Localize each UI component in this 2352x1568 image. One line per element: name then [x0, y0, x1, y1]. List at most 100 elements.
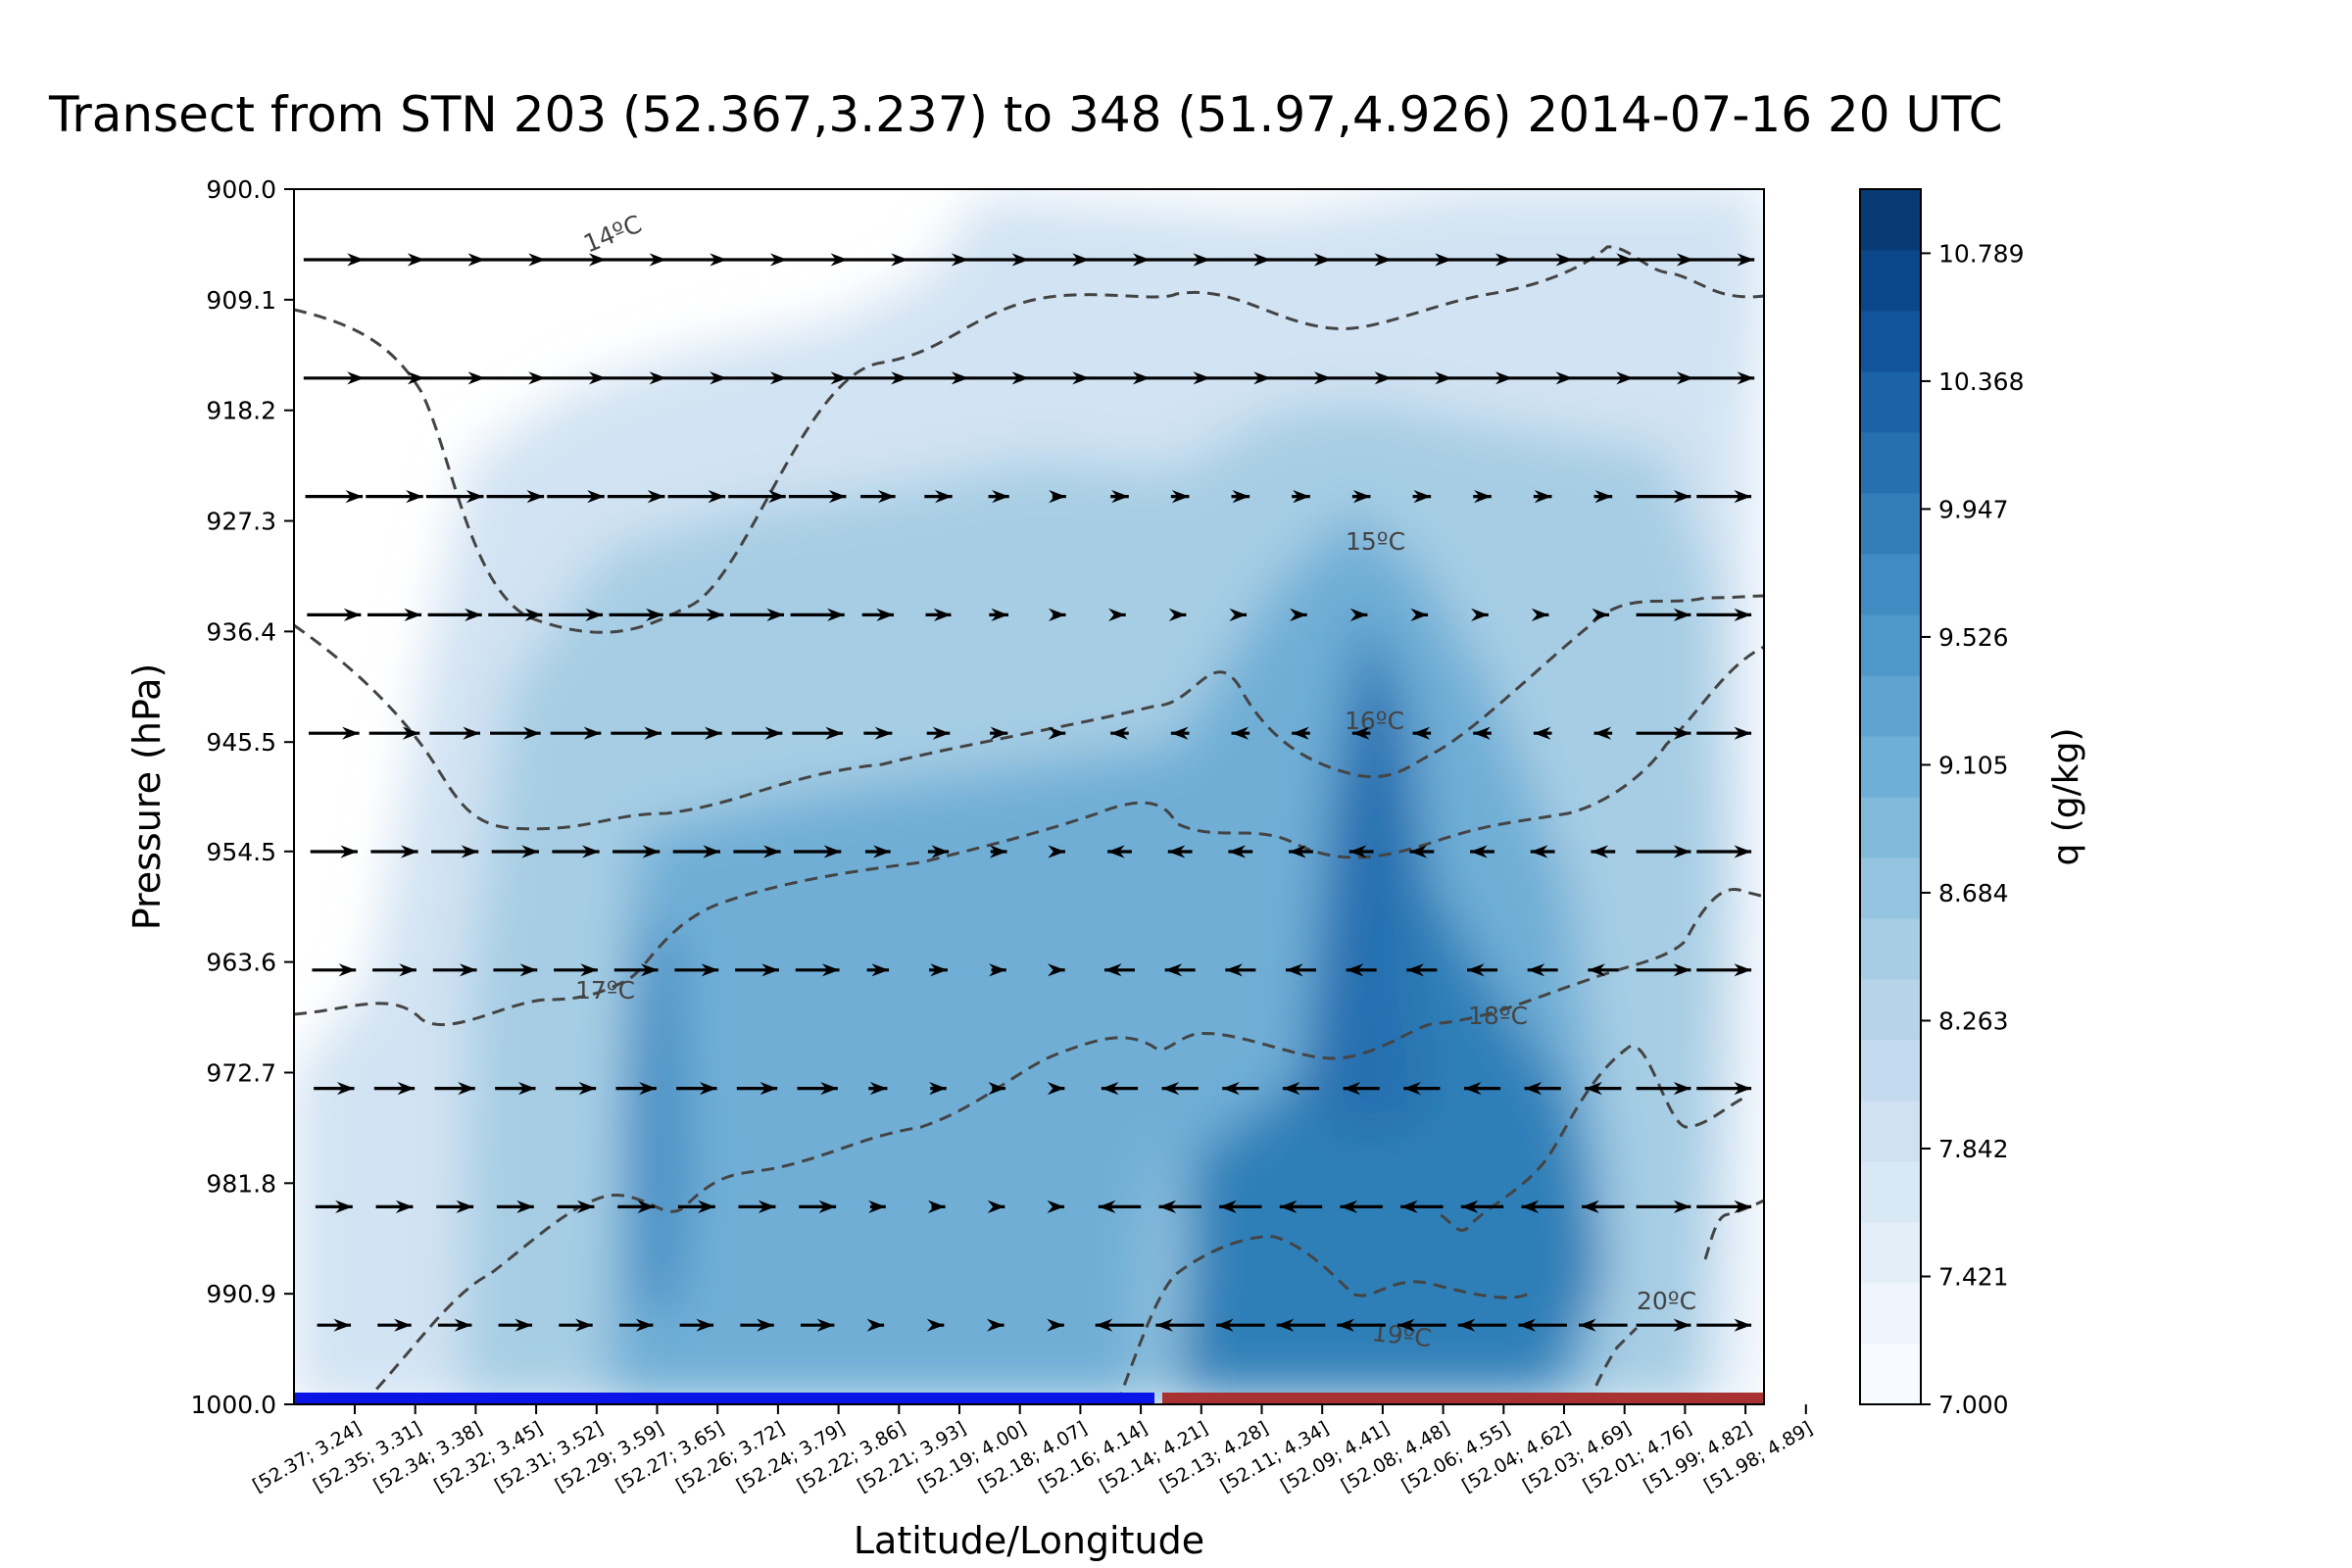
- wind-arrow-head: [395, 1200, 414, 1213]
- wind-arrow-head: [866, 1318, 885, 1332]
- wind-arrow-head: [407, 371, 425, 385]
- wind-arrow-head: [1011, 371, 1030, 385]
- wind-arrow-head: [454, 1318, 472, 1332]
- wind-arrow-head: [524, 608, 543, 621]
- colorbar-segment: [1860, 1283, 1921, 1345]
- wind-arrow-head: [517, 1082, 536, 1096]
- wind-arrow-head: [1101, 1082, 1119, 1096]
- wind-arrow-head: [830, 253, 849, 267]
- colorbar-segment: [1860, 432, 1921, 494]
- colorbar-tick-label: 10.789: [1938, 239, 2024, 268]
- wind-arrow-head: [345, 490, 364, 504]
- isotherm-18-line: [1440, 1044, 1745, 1232]
- isotherm-east-edge-line: [1703, 1199, 1764, 1260]
- wind-arrow-head: [1734, 726, 1752, 740]
- wind-arrow-head: [340, 845, 358, 858]
- wind-arrow-head: [1168, 608, 1187, 621]
- wind-arrow-head: [1228, 845, 1247, 858]
- wind-arrow-head: [874, 726, 893, 740]
- colorbar-segment: [1860, 858, 1921, 919]
- y-tick-label: 945.5: [206, 728, 276, 757]
- wind-arrow-head: [1406, 963, 1424, 977]
- wind-arrow-head: [931, 845, 950, 858]
- isotherm-15-line: [294, 594, 1764, 831]
- wind-arrow-head: [575, 1318, 593, 1332]
- wind-arrow-head: [698, 1200, 715, 1213]
- wind-arrows: [303, 253, 1755, 1332]
- wind-arrow-head: [342, 726, 360, 740]
- wind-arrow-head: [1457, 1318, 1476, 1332]
- y-tick-label: 918.2: [206, 397, 276, 425]
- colorbar-segment: [1860, 371, 1921, 433]
- wind-arrow-head: [458, 1082, 475, 1096]
- isotherm-label: 17ºC: [575, 976, 635, 1004]
- y-tick-label: 981.8: [206, 1169, 276, 1198]
- wind-arrow-head: [1467, 963, 1485, 977]
- colorbar-tick-label: 7.421: [1938, 1262, 2009, 1291]
- wind-arrow-head: [1673, 608, 1691, 621]
- wind-arrow-head: [635, 1318, 654, 1332]
- wind-arrow-head: [523, 726, 541, 740]
- wind-arrow-head: [1047, 1318, 1064, 1332]
- wind-arrow-head: [1531, 608, 1549, 621]
- wind-arrow-head: [1734, 1200, 1752, 1213]
- wind-arrow-head: [640, 963, 659, 977]
- wind-arrow-head: [647, 490, 665, 504]
- wind-arrow-head: [1340, 1200, 1358, 1213]
- wind-arrow-head: [1222, 1082, 1240, 1096]
- y-tick-label: 990.9: [206, 1280, 276, 1308]
- y-tick-label: 900.0: [206, 175, 276, 204]
- wind-arrow-head: [1673, 845, 1691, 858]
- wind-arrow-head: [1734, 845, 1752, 858]
- wind-arrow-head: [761, 963, 779, 977]
- wind-arrow-head: [1673, 1318, 1691, 1332]
- wind-arrow-head: [710, 371, 727, 385]
- wind-arrow-head: [1676, 253, 1694, 267]
- wind-arrow-head: [1533, 726, 1551, 740]
- wind-arrow-head: [1348, 845, 1367, 858]
- y-tick-label: 972.7: [206, 1058, 276, 1087]
- wind-arrow-head: [397, 1082, 416, 1096]
- wind-arrow-head: [933, 608, 952, 621]
- wind-arrow-head: [1534, 490, 1552, 504]
- wind-arrow-head: [932, 726, 951, 740]
- wind-arrow-head: [1673, 963, 1691, 977]
- wind-arrow-head: [868, 1200, 886, 1213]
- wind-arrow-head: [338, 963, 357, 977]
- wind-arrow-head: [404, 608, 422, 621]
- wind-arrow-head: [699, 1082, 717, 1096]
- wind-arrow-head: [764, 726, 783, 740]
- wind-arrow-head: [1463, 1082, 1482, 1096]
- wind-arrow-head: [820, 1082, 838, 1096]
- wind-arrow-head: [988, 1082, 1006, 1096]
- isotherm-19-line: [1115, 1235, 1530, 1404]
- colorbar-segment: [1860, 189, 1921, 251]
- wind-arrow-head: [758, 1200, 776, 1213]
- wind-arrow-head: [696, 1318, 714, 1332]
- wind-arrow-head: [637, 1200, 656, 1213]
- wind-arrow-head: [588, 253, 607, 267]
- surface-bar: [294, 1393, 1764, 1404]
- wind-arrow-head: [1193, 253, 1211, 267]
- wind-arrow-head: [1011, 253, 1030, 267]
- wind-arrow-head: [769, 253, 788, 267]
- wind-arrow-head: [1048, 726, 1066, 740]
- x-axis: [52.37; 3.24][52.35; 3.31][52.34; 3.38][…: [249, 1404, 1816, 1496]
- colorbar-label: q (g/kg): [2046, 727, 2086, 865]
- wind-arrow-head: [333, 1318, 352, 1332]
- wind-arrow-head: [705, 726, 722, 740]
- wind-arrow-head: [703, 845, 720, 858]
- wind-arrow-head: [1616, 253, 1634, 267]
- colorbar-segment: [1860, 1344, 1921, 1405]
- wind-arrow-head: [1400, 1200, 1418, 1213]
- surface-bar-sea: [294, 1393, 1154, 1404]
- wind-arrow-head: [407, 253, 425, 267]
- wind-arrow-head: [992, 490, 1009, 504]
- wind-arrow-head: [1279, 1200, 1298, 1213]
- wind-arrow-head: [336, 1082, 355, 1096]
- wind-arrow-head: [1435, 371, 1452, 385]
- wind-arrow-head: [1471, 608, 1489, 621]
- wind-arrow-head: [466, 490, 484, 504]
- wind-arrow-head: [989, 845, 1007, 858]
